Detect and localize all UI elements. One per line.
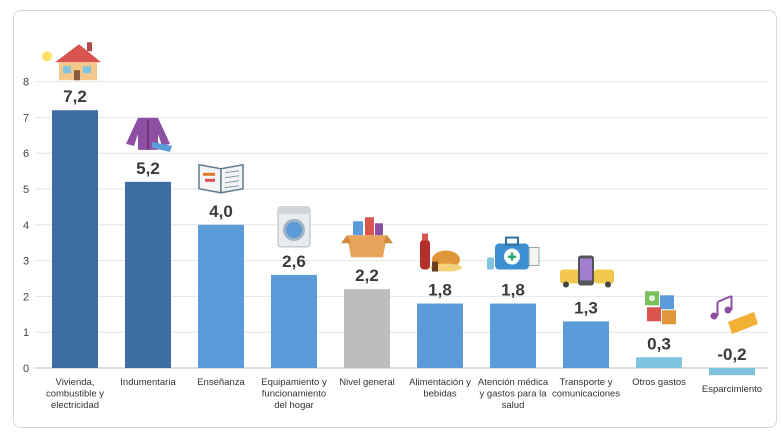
y-tick-label: 6 bbox=[23, 148, 29, 160]
bar-5 bbox=[344, 289, 390, 368]
category-label: Alimentación y bebidas bbox=[409, 377, 471, 400]
bar-3 bbox=[198, 224, 244, 368]
y-tick-label: 5 bbox=[23, 184, 29, 196]
value-label: 2,2 bbox=[355, 266, 379, 285]
value-label: 5,2 bbox=[136, 159, 160, 178]
jacket-icon bbox=[126, 117, 172, 152]
y-tick-label: 7 bbox=[23, 112, 29, 124]
category-label: Equipamiento y funcionamiento del hogar bbox=[261, 377, 327, 411]
value-label: 1,3 bbox=[574, 298, 598, 317]
bar-4 bbox=[271, 274, 317, 368]
y-tick-label: 4 bbox=[23, 220, 29, 232]
y-tick-label: 2 bbox=[23, 291, 29, 303]
value-label: 1,8 bbox=[428, 281, 452, 300]
category-label: Transporte y comunicaciones bbox=[552, 377, 620, 400]
value-label: 0,3 bbox=[647, 334, 671, 353]
shopping-box-icon bbox=[341, 217, 393, 258]
bar-7 bbox=[490, 303, 536, 368]
bar-6 bbox=[417, 303, 463, 368]
y-tick-label: 1 bbox=[23, 327, 29, 339]
washing-machine-icon bbox=[277, 206, 311, 248]
bar-8 bbox=[563, 321, 609, 368]
category-label: Enseñanza bbox=[197, 377, 245, 388]
house-icon bbox=[42, 42, 101, 81]
transport-phone-icon bbox=[560, 255, 614, 288]
y-tick-label: 3 bbox=[23, 256, 29, 268]
value-label: 1,8 bbox=[501, 281, 525, 300]
bar-10 bbox=[709, 368, 755, 376]
bar-1 bbox=[52, 110, 98, 369]
category-label: Nivel general bbox=[339, 377, 394, 388]
food-drink-icon bbox=[420, 233, 462, 272]
category-label: Atención médica y gastos para la salud bbox=[478, 377, 549, 411]
bar-2 bbox=[125, 181, 171, 368]
y-tick-label: 0 bbox=[23, 363, 29, 375]
category-label: Vivienda, combustible y electricidad bbox=[46, 377, 104, 411]
category-label: Indumentaria bbox=[120, 377, 176, 388]
value-label: 7,2 bbox=[63, 87, 87, 106]
book-icon bbox=[198, 163, 244, 194]
category-label: Esparcimiento bbox=[702, 384, 762, 395]
medical-kit-icon bbox=[487, 236, 540, 270]
value-label: -0,2 bbox=[717, 345, 746, 364]
value-label: 2,6 bbox=[282, 252, 306, 271]
bar-9 bbox=[636, 357, 682, 368]
music-ticket-icon bbox=[710, 295, 758, 334]
category-label: Otros gastos bbox=[632, 377, 686, 388]
money-puzzle-icon bbox=[645, 291, 676, 325]
value-label: 4,0 bbox=[209, 202, 233, 221]
y-tick-label: 8 bbox=[23, 77, 29, 89]
